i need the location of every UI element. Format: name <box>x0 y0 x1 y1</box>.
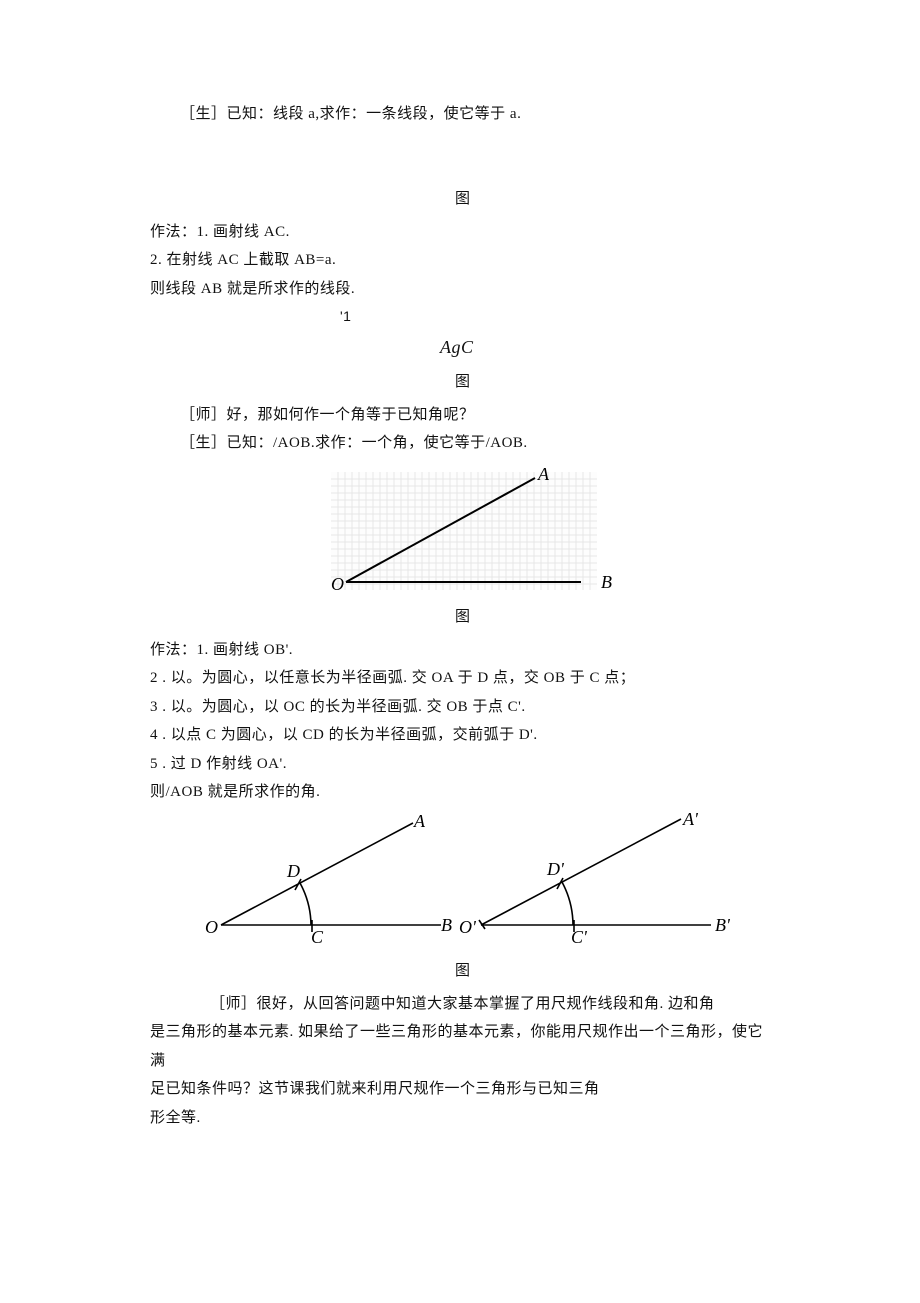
right-angle: O' A' B' C' D' <box>459 813 731 947</box>
document-page: ［生］已知：线段 a,求作：一条线段，使它等于 a. 图 作法：1. 画射线 A… <box>0 0 920 1303</box>
double-angle-figure: O A B C D O' A' B' C' D' <box>183 813 743 953</box>
label-A: A <box>413 813 426 831</box>
paragraph: 形全等. <box>150 1104 775 1133</box>
label-Dp: D' <box>546 859 565 879</box>
label-Bp: B' <box>715 915 731 935</box>
paragraph: 是三角形的基本元素. 如果给了一些三角形的基本元素，你能用尺规作出一个三角形，使… <box>150 1018 775 1075</box>
figure-label: 图 <box>150 187 775 208</box>
label-C: C <box>311 927 324 947</box>
figure-grid <box>331 472 597 590</box>
paragraph: ［师］很好，从回答问题中知道大家基本掌握了用尺规作线段和角. 边和角 <box>150 990 775 1019</box>
paragraph: ［生］已知：线段 a,求作：一条线段，使它等于 a. <box>150 100 775 129</box>
label-B: B <box>601 572 612 592</box>
label-D: D <box>286 861 300 881</box>
label-O: O <box>331 574 344 594</box>
figure-placeholder <box>150 155 775 181</box>
paragraph: 则线段 AB 就是所求作的线段. <box>150 275 775 304</box>
paragraph: 作法：1. 画射线 OB'. <box>150 636 775 665</box>
paragraph: 2. 在射线 AC 上截取 AB=a. <box>150 246 775 275</box>
paragraph: 4 . 以点 C 为圆心，以 CD 的长为半径画弧，交前弧于 D'. <box>150 721 775 750</box>
paragraph: ［生］已知：/AOB.求作：一个角，使它等于/AOB. <box>150 429 775 458</box>
figure-label: 图 <box>150 370 775 391</box>
label-Cp: C' <box>571 927 588 947</box>
paragraph: 3 . 以。为圆心，以 OC 的长为半径画弧. 交 OB 于点 C'. <box>150 693 775 722</box>
figure-label: 图 <box>150 959 775 980</box>
figure-label: 图 <box>150 605 775 626</box>
paragraph: 2 . 以。为圆心，以任意长为半径画弧. 交 OA 于 D 点，交 OB 于 C… <box>150 664 775 693</box>
placeholder-text: AgC <box>440 330 775 364</box>
label-A: A <box>537 464 550 484</box>
placeholder-text: '1 <box>340 303 775 330</box>
paragraph: 则/AOB 就是所求作的角. <box>150 778 775 807</box>
figure-placeholder <box>150 129 775 155</box>
label-O: O <box>205 917 218 937</box>
paragraph: 足已知条件吗？这节课我们就来利用尺规作一个三角形与已知三角 <box>150 1075 775 1104</box>
left-angle: O A B C D <box>205 813 452 947</box>
paragraph: ［师］好，那如何作一个角等于已知角呢？ <box>150 401 775 430</box>
angle-figure: A O B <box>313 464 613 599</box>
paragraph: 5 . 过 D 作射线 OA'. <box>150 750 775 779</box>
paragraph: 作法：1. 画射线 AC. <box>150 218 775 247</box>
label-B: B <box>441 915 452 935</box>
label-Ap: A' <box>682 813 699 829</box>
label-Op: O' <box>459 917 477 937</box>
